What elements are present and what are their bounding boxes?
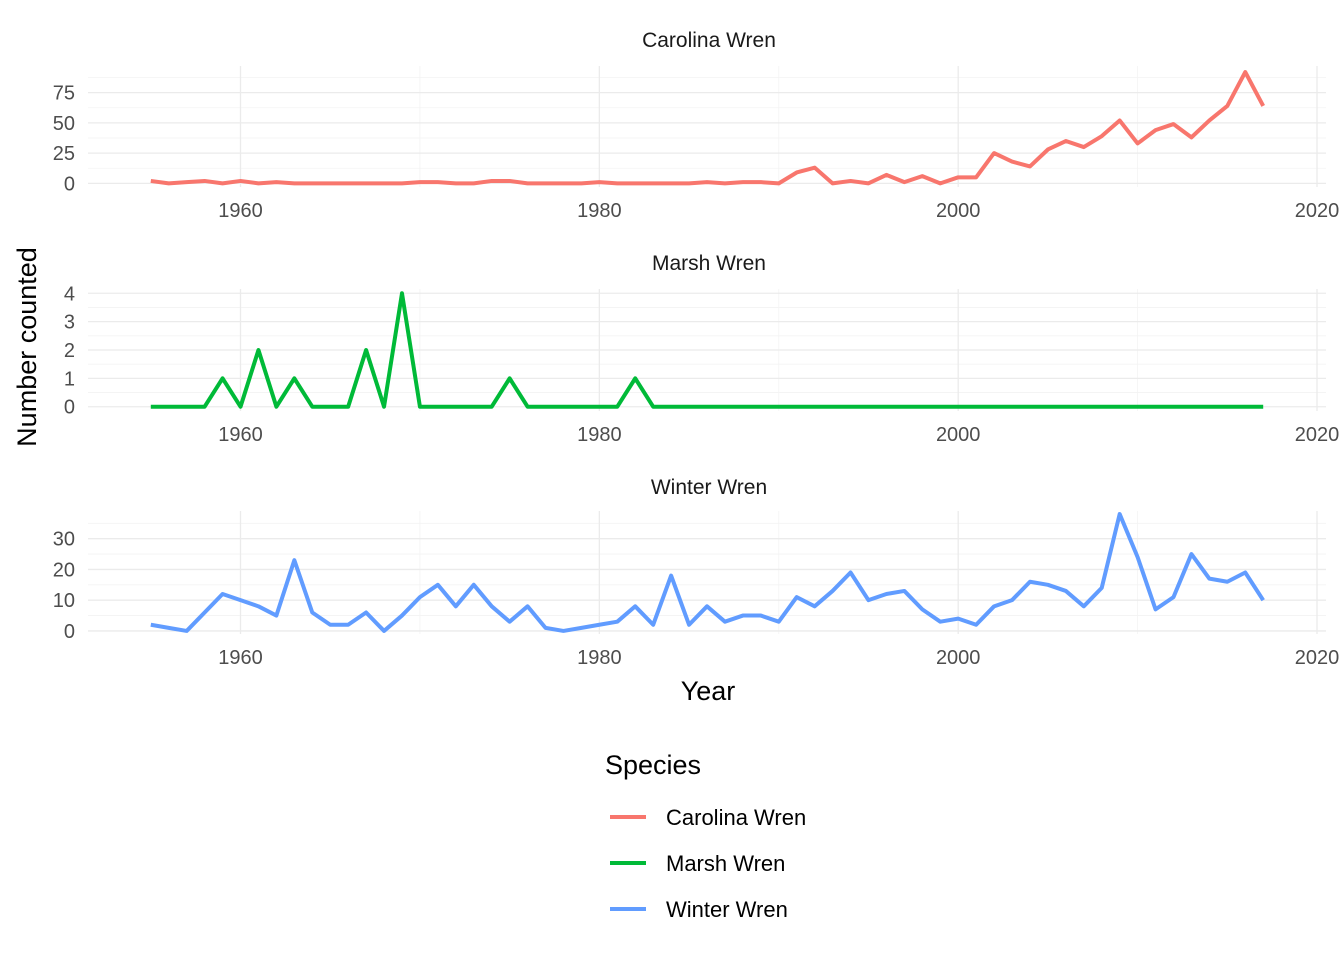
y-tick-label: 2 bbox=[64, 340, 75, 362]
y-tick-label: 20 bbox=[53, 559, 75, 581]
panel-strip-label: Marsh Wren bbox=[652, 252, 766, 275]
x-tick-label: 1960 bbox=[218, 424, 263, 446]
panel-0: 1960 1980 2000 2020 0 25 50 75 Carolina Wren bbox=[53, 29, 1340, 222]
y-tick-label: 10 bbox=[53, 590, 75, 612]
legend-label: Carolina Wren bbox=[666, 805, 806, 830]
y-tick-label: 75 bbox=[53, 83, 75, 105]
y-tick-label: 0 bbox=[64, 621, 75, 643]
legend-label: Winter Wren bbox=[666, 897, 788, 922]
x-tick-label: 1980 bbox=[577, 647, 622, 669]
panel-strip-label: Winter Wren bbox=[651, 476, 767, 499]
panel-1: 1960 1980 2000 2020 0 1 2 3 4 Marsh Wren bbox=[64, 252, 1339, 446]
series-line-carolina-wren bbox=[150, 70, 1265, 186]
y-tick-label: 4 bbox=[64, 283, 75, 305]
x-axis-title: Year bbox=[681, 676, 736, 706]
y-tick-label: 50 bbox=[53, 113, 75, 135]
y-tick-label: 3 bbox=[64, 312, 75, 334]
legend: Species Carolina Wren Marsh Wren Winter Wr… bbox=[605, 750, 806, 922]
legend-item: Winter Wren bbox=[610, 897, 788, 922]
x-tick-label: 1960 bbox=[218, 647, 263, 669]
panel-strip-label: Carolina Wren bbox=[642, 29, 776, 52]
x-tick-label: 1980 bbox=[577, 424, 622, 446]
y-tick-label: 0 bbox=[64, 397, 75, 419]
y-tick-label: 1 bbox=[64, 368, 75, 390]
x-tick-label: 1980 bbox=[577, 200, 622, 222]
legend-item: Carolina Wren bbox=[610, 805, 806, 830]
x-tick-label: 2020 bbox=[1295, 200, 1340, 222]
y-axis-title: Number counted bbox=[12, 247, 42, 447]
legend-items: Carolina Wren Marsh Wren Winter Wren bbox=[610, 805, 806, 922]
series-line-winter-wren bbox=[150, 512, 1265, 633]
y-tick-label: 25 bbox=[53, 143, 75, 165]
x-tick-label: 2000 bbox=[936, 647, 981, 669]
legend-item: Marsh Wren bbox=[610, 851, 785, 876]
x-tick-label: 2020 bbox=[1295, 647, 1340, 669]
panel-2: 1960 1980 2000 2020 0 10 20 30 Winter Wren bbox=[53, 476, 1340, 669]
legend-label: Marsh Wren bbox=[666, 851, 785, 876]
series-line-marsh-wren bbox=[150, 291, 1264, 409]
x-tick-label: 2020 bbox=[1295, 424, 1340, 446]
x-tick-label: 2000 bbox=[936, 424, 981, 446]
y-tick-label: 0 bbox=[64, 173, 75, 195]
x-tick-label: 1960 bbox=[218, 200, 263, 222]
y-tick-label: 30 bbox=[53, 529, 75, 551]
legend-title: Species bbox=[605, 750, 701, 780]
x-tick-label: 2000 bbox=[936, 200, 981, 222]
